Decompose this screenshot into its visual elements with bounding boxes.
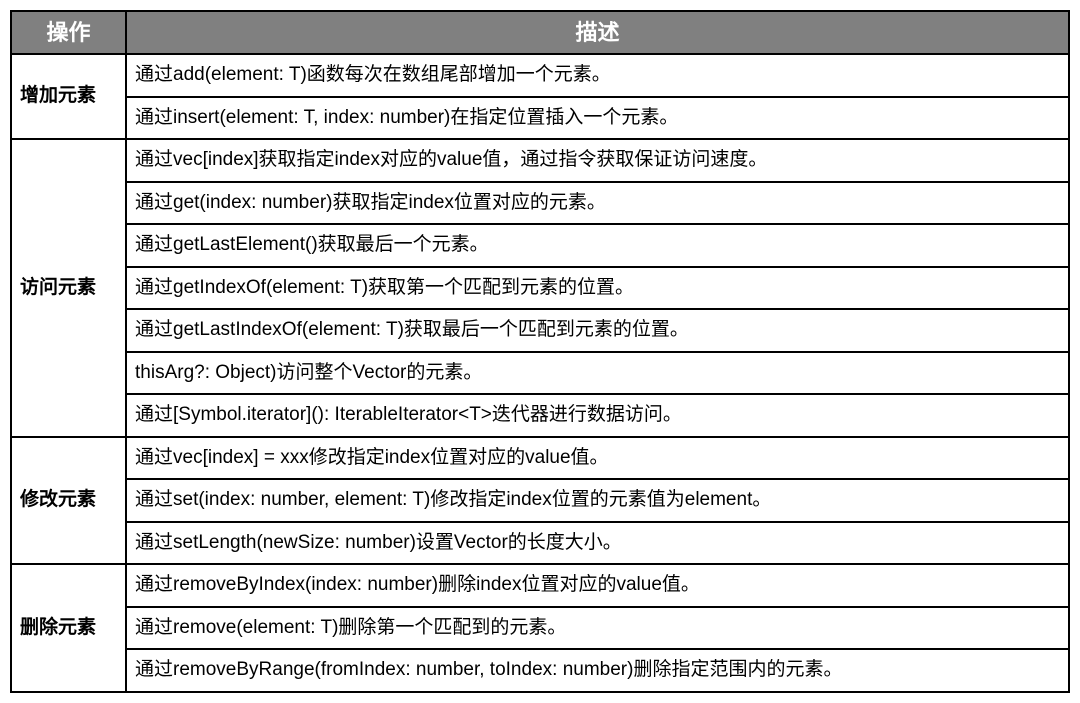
table-row: 通过set(index: number, element: T)修改指定inde… [11, 479, 1069, 522]
table-row: 增加元素 通过add(element: T)函数每次在数组尾部增加一个元素。 [11, 54, 1069, 97]
api-table: 操作 描述 增加元素 通过add(element: T)函数每次在数组尾部增加一… [10, 10, 1070, 693]
table-row: 通过get(index: number)获取指定index位置对应的元素。 [11, 182, 1069, 225]
desc-cell: 通过getLastIndexOf(element: T)获取最后一个匹配到元素的… [126, 309, 1069, 352]
desc-cell: 通过remove(element: T)删除第一个匹配到的元素。 [126, 607, 1069, 650]
table-row: 通过[Symbol.iterator](): IterableIterator<… [11, 394, 1069, 437]
table-row: thisArg?: Object)访问整个Vector的元素。 [11, 352, 1069, 395]
table-row: 通过getIndexOf(element: T)获取第一个匹配到元素的位置。 [11, 267, 1069, 310]
desc-cell: thisArg?: Object)访问整个Vector的元素。 [126, 352, 1069, 395]
table-row: 通过remove(element: T)删除第一个匹配到的元素。 [11, 607, 1069, 650]
desc-cell: 通过setLength(newSize: number)设置Vector的长度大… [126, 522, 1069, 565]
table-row: 通过getLastElement()获取最后一个元素。 [11, 224, 1069, 267]
desc-cell: 通过getIndexOf(element: T)获取第一个匹配到元素的位置。 [126, 267, 1069, 310]
desc-cell: 通过add(element: T)函数每次在数组尾部增加一个元素。 [126, 54, 1069, 97]
desc-cell: 通过vec[index]获取指定index对应的value值，通过指令获取保证访… [126, 139, 1069, 182]
op-cell-access: 访问元素 [11, 139, 126, 437]
op-cell-add: 增加元素 [11, 54, 126, 139]
col-header-desc: 描述 [126, 11, 1069, 54]
desc-cell: 通过removeByIndex(index: number)删除index位置对… [126, 564, 1069, 607]
table-row: 通过getLastIndexOf(element: T)获取最后一个匹配到元素的… [11, 309, 1069, 352]
table-row: 访问元素 通过vec[index]获取指定index对应的value值，通过指令… [11, 139, 1069, 182]
table-row: 通过removeByRange(fromIndex: number, toInd… [11, 649, 1069, 692]
table-header-row: 操作 描述 [11, 11, 1069, 54]
table-row: 通过insert(element: T, index: number)在指定位置… [11, 97, 1069, 140]
desc-cell: 通过get(index: number)获取指定index位置对应的元素。 [126, 182, 1069, 225]
desc-cell: 通过getLastElement()获取最后一个元素。 [126, 224, 1069, 267]
desc-cell: 通过vec[index] = xxx修改指定index位置对应的value值。 [126, 437, 1069, 480]
op-cell-modify: 修改元素 [11, 437, 126, 565]
desc-cell: 通过removeByRange(fromIndex: number, toInd… [126, 649, 1069, 692]
desc-cell: 通过[Symbol.iterator](): IterableIterator<… [126, 394, 1069, 437]
table-row: 删除元素 通过removeByIndex(index: number)删除ind… [11, 564, 1069, 607]
table-row: 修改元素 通过vec[index] = xxx修改指定index位置对应的val… [11, 437, 1069, 480]
table-row: 通过setLength(newSize: number)设置Vector的长度大… [11, 522, 1069, 565]
desc-cell: 通过insert(element: T, index: number)在指定位置… [126, 97, 1069, 140]
col-header-op: 操作 [11, 11, 126, 54]
op-cell-delete: 删除元素 [11, 564, 126, 692]
desc-cell: 通过set(index: number, element: T)修改指定inde… [126, 479, 1069, 522]
